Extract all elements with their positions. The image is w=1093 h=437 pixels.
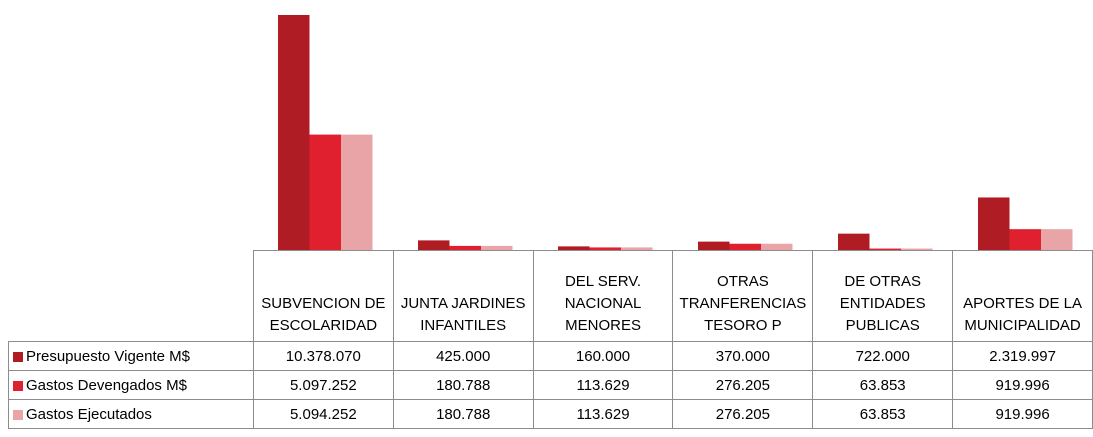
legend-label: Presupuesto Vigente M$ — [26, 347, 190, 365]
bar — [278, 15, 310, 250]
legend-entry: Gastos Ejecutados — [8, 399, 254, 429]
value-cell: 63.853 — [812, 370, 954, 400]
corner-cell — [8, 250, 254, 342]
value-cell: 425.000 — [392, 341, 534, 371]
value-cell: 276.205 — [672, 370, 814, 400]
bar — [309, 134, 341, 250]
legend-label: Gastos Ejecutados — [26, 405, 152, 423]
value-cell: 370.000 — [672, 341, 814, 371]
category-label: DEL SERV. NACIONAL MENORES — [532, 250, 674, 342]
data-row: Gastos Ejecutados 5.094.252 180.788 113.629… — [8, 399, 1093, 429]
bar — [481, 245, 513, 250]
bar — [418, 240, 450, 250]
legend-swatch — [13, 351, 23, 362]
value-cell: 919.996 — [952, 399, 1093, 429]
bar — [341, 134, 373, 250]
data-table: SUBVENCION DE ESCOLARIDAD JUNTA JARDINES … — [8, 250, 1093, 429]
value-cell: 919.996 — [952, 370, 1093, 400]
legend-entry: Gastos Devengados M$ — [8, 370, 254, 400]
legend-entry: Presupuesto Vigente M$ — [8, 341, 254, 371]
bar — [1041, 229, 1073, 250]
category-label: APORTES DE LA MUNICIPALIDAD — [952, 250, 1093, 342]
bar — [901, 248, 933, 250]
chart — [278, 15, 1073, 250]
bar — [449, 245, 481, 250]
category-label: DE OTRAS ENTIDADES PUBLICAS — [812, 250, 954, 342]
value-cell: 180.788 — [392, 370, 534, 400]
bar — [838, 233, 870, 250]
legend-swatch — [13, 409, 23, 420]
bar — [978, 197, 1010, 250]
value-cell: 113.629 — [532, 370, 674, 400]
legend-label: Gastos Devengados M$ — [26, 376, 187, 394]
bar — [698, 241, 730, 250]
bar — [1009, 229, 1041, 250]
header-row: SUBVENCION DE ESCOLARIDAD JUNTA JARDINES … — [8, 250, 1093, 342]
value-cell: 276.205 — [672, 399, 814, 429]
value-cell: 160.000 — [532, 341, 674, 371]
value-cell: 5.097.252 — [252, 370, 394, 400]
data-row: Gastos Devengados M$ 5.097.252 180.788 113.… — [8, 370, 1093, 400]
data-row: Presupuesto Vigente M$ 10.378.070 425.000 1… — [8, 341, 1093, 371]
bar — [621, 247, 653, 250]
category-label: SUBVENCION DE ESCOLARIDAD — [252, 250, 394, 342]
bar — [761, 243, 793, 250]
bar — [869, 248, 901, 250]
value-cell: 113.629 — [532, 399, 674, 429]
value-cell: 5.094.252 — [252, 399, 394, 429]
category-label: JUNTA JARDINES INFANTILES — [392, 250, 534, 342]
value-cell: 722.000 — [812, 341, 954, 371]
bar — [558, 246, 590, 250]
value-cell: 10.378.070 — [252, 341, 394, 371]
value-cell: 63.853 — [812, 399, 954, 429]
value-cell: 180.788 — [392, 399, 534, 429]
bar — [589, 247, 621, 250]
legend-swatch — [13, 380, 23, 391]
category-label: OTRAS TRANFERENCIAS TESORO P — [672, 250, 814, 342]
value-cell: 2.319.997 — [952, 341, 1093, 371]
bar — [729, 243, 761, 250]
